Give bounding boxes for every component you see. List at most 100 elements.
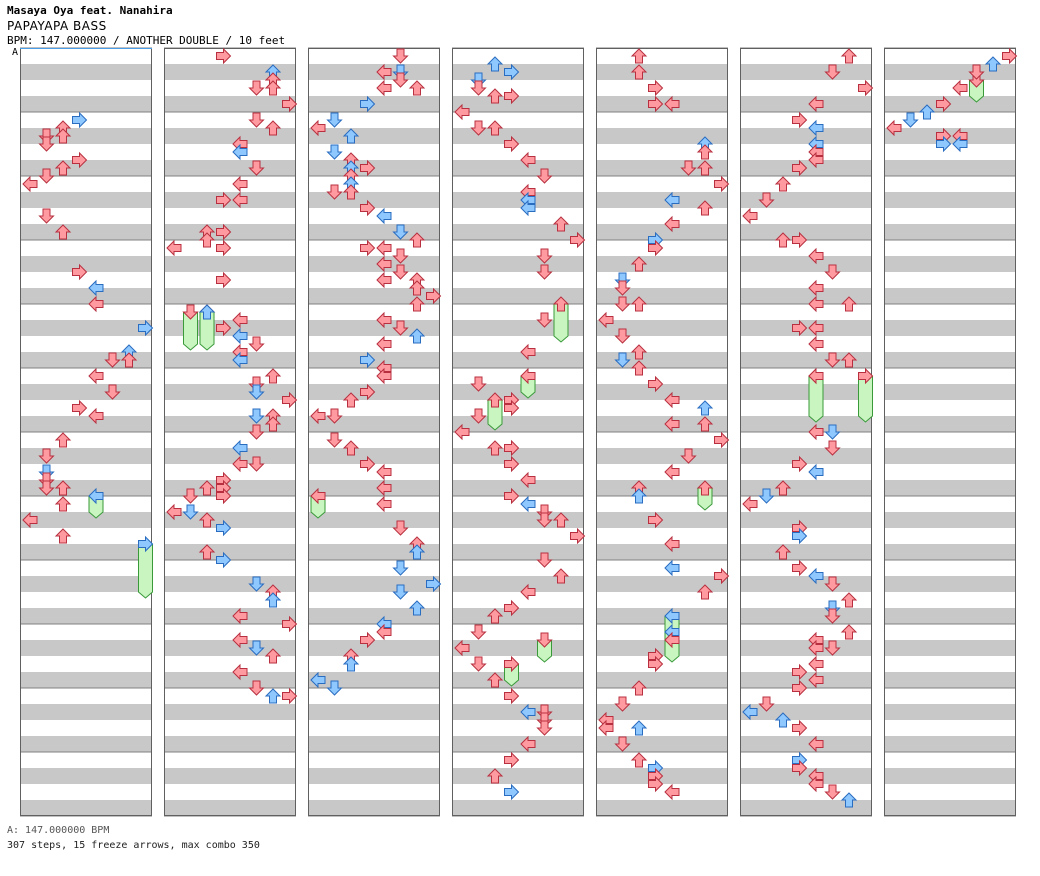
beat-band <box>740 736 872 752</box>
step-arrow <box>742 495 758 513</box>
beat-band <box>452 704 584 720</box>
beat-band <box>596 800 728 816</box>
step-arrow <box>536 248 553 264</box>
step-arrow <box>426 287 442 305</box>
beat-band <box>20 160 152 176</box>
step-arrow <box>54 480 72 496</box>
step-arrow <box>182 504 199 520</box>
bpm-legend: A: 147.000000 BPM <box>7 825 110 836</box>
step-arrow <box>486 120 504 136</box>
step-arrow <box>54 528 72 544</box>
step-arrow <box>470 376 487 392</box>
step-arrow <box>504 135 520 153</box>
step-arrow <box>664 783 680 801</box>
step-arrow <box>376 623 392 641</box>
step-arrow <box>824 264 841 280</box>
step-arrow <box>54 496 72 512</box>
beat-band <box>308 608 440 624</box>
beat-band <box>20 128 152 144</box>
beat-band <box>308 768 440 784</box>
step-arrow <box>808 735 824 753</box>
step-arrow <box>664 631 680 649</box>
step-arrow <box>454 103 470 121</box>
step-arrow <box>408 80 426 96</box>
step-arrow <box>120 352 138 368</box>
step-arrow <box>310 407 326 425</box>
step-arrow <box>630 360 648 376</box>
step-arrow <box>520 151 536 169</box>
chart-column <box>596 47 728 817</box>
step-arrow <box>38 208 55 224</box>
chart-column <box>308 47 440 817</box>
beat-band <box>596 544 728 560</box>
beat-band <box>308 224 440 240</box>
beat-band <box>308 544 440 560</box>
beat-band <box>740 576 872 592</box>
step-arrow <box>454 639 470 657</box>
beat-band <box>596 384 728 400</box>
beat-band <box>308 672 440 688</box>
beat-band <box>452 384 584 400</box>
beat-band <box>308 416 440 432</box>
step-arrow <box>360 159 376 177</box>
step-arrow <box>88 295 104 313</box>
step-arrow <box>536 312 553 328</box>
step-arrow <box>54 432 72 448</box>
step-arrow <box>824 440 841 456</box>
step-arrow <box>648 239 664 257</box>
beat-band <box>596 736 728 752</box>
beat-band <box>452 448 584 464</box>
step-arrow <box>376 463 392 481</box>
beat-band <box>308 64 440 80</box>
step-arrow <box>216 223 232 241</box>
step-arrow <box>342 128 360 144</box>
step-arrow <box>376 479 392 497</box>
step-arrow <box>326 184 343 200</box>
beat-band <box>308 448 440 464</box>
step-arrow <box>216 47 232 65</box>
beat-band <box>596 480 728 496</box>
step-arrow <box>392 248 409 264</box>
chart-column <box>884 47 1016 817</box>
step-arrow <box>570 231 586 249</box>
beat-band <box>596 608 728 624</box>
bpm-marker-label: A <box>12 47 19 58</box>
step-arrow <box>664 559 680 577</box>
step-arrow <box>648 511 664 529</box>
step-arrow <box>664 215 680 233</box>
step-arrow <box>326 112 343 128</box>
beat-band <box>884 736 1016 752</box>
step-arrow <box>72 399 88 417</box>
step-arrow <box>952 79 968 97</box>
beat-band <box>20 704 152 720</box>
step-arrow <box>376 271 392 289</box>
step-arrow <box>232 191 248 209</box>
step-arrow <box>696 584 714 600</box>
step-arrow <box>282 687 298 705</box>
step-arrow <box>952 135 968 153</box>
step-arrow <box>392 560 409 576</box>
step-arrow <box>360 631 376 649</box>
freeze-head-arrow <box>552 296 570 312</box>
step-arrow <box>520 343 536 361</box>
step-arrow <box>808 319 824 337</box>
step-arrow <box>38 136 55 152</box>
step-arrow <box>918 104 936 120</box>
beat-band <box>884 64 1016 80</box>
step-arrow <box>360 95 376 113</box>
beat-band <box>452 256 584 272</box>
step-arrow <box>630 256 648 272</box>
beat-band <box>596 160 728 176</box>
step-arrow <box>72 151 88 169</box>
step-arrow <box>264 416 282 432</box>
beat-band <box>884 768 1016 784</box>
step-arrow <box>342 656 360 672</box>
beat-band <box>20 352 152 368</box>
step-arrow <box>486 672 504 688</box>
step-arrow <box>72 111 88 129</box>
step-arrow <box>808 775 824 793</box>
step-arrow <box>792 111 808 129</box>
beat-band <box>164 448 296 464</box>
step-arrow <box>408 232 426 248</box>
step-arrow <box>248 408 265 424</box>
